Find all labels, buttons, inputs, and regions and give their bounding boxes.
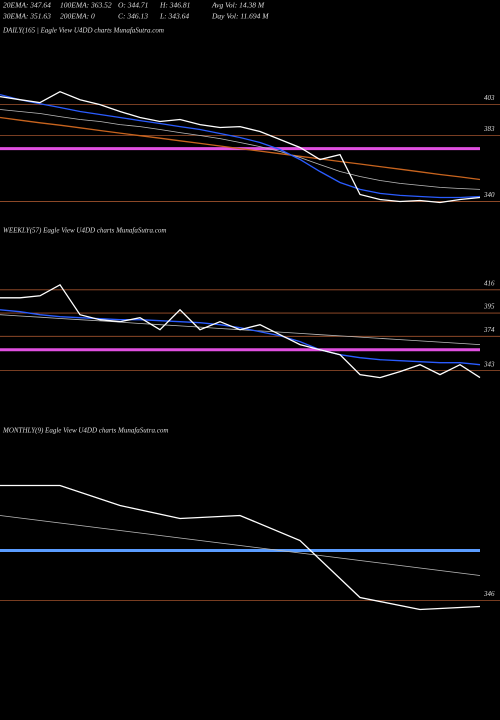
- header-stat: 200EMA: 0: [60, 12, 95, 21]
- price-line: [0, 93, 481, 199]
- y-tick-label: 343: [483, 360, 495, 368]
- header-stat: Day Vol: 11.694 M: [211, 12, 269, 21]
- header-stat: 20EMA: 347.64: [3, 1, 51, 10]
- y-tick-label: 395: [483, 303, 495, 311]
- header-stat: O: 344.71: [118, 1, 148, 10]
- price-line: [0, 283, 481, 379]
- y-tick-label: 383: [483, 125, 495, 133]
- y-tick-label: 346: [483, 590, 495, 598]
- price-line: [0, 116, 481, 181]
- y-tick-label: 403: [484, 94, 495, 102]
- header-stat: L: 343.64: [159, 12, 189, 21]
- y-tick-label: 340: [483, 191, 495, 199]
- header-stat: 100EMA: 363.52: [60, 1, 112, 10]
- header-stat: H: 346.81: [159, 1, 190, 10]
- header-stat: Avg Vol: 14.38 M: [211, 1, 265, 10]
- price-line: [0, 90, 481, 204]
- panel-title: DAILY(165 | Eagle View U4DD charts Munaf…: [2, 27, 164, 35]
- panel-title: WEEKLY(57) Eagle View U4DD charts Munafa…: [3, 227, 166, 235]
- header-stat: 30EMA: 351.63: [2, 12, 51, 21]
- y-tick-label: 374: [483, 326, 495, 334]
- price-line: [0, 515, 481, 576]
- price-line: [0, 309, 481, 366]
- price-line: [0, 109, 481, 190]
- price-line: [0, 484, 481, 611]
- y-tick-label: 416: [484, 279, 495, 287]
- panel-title: MONTHLY(9) Eagle View U4DD charts Munafa…: [2, 427, 168, 435]
- header-stat: C: 346.13: [118, 12, 148, 21]
